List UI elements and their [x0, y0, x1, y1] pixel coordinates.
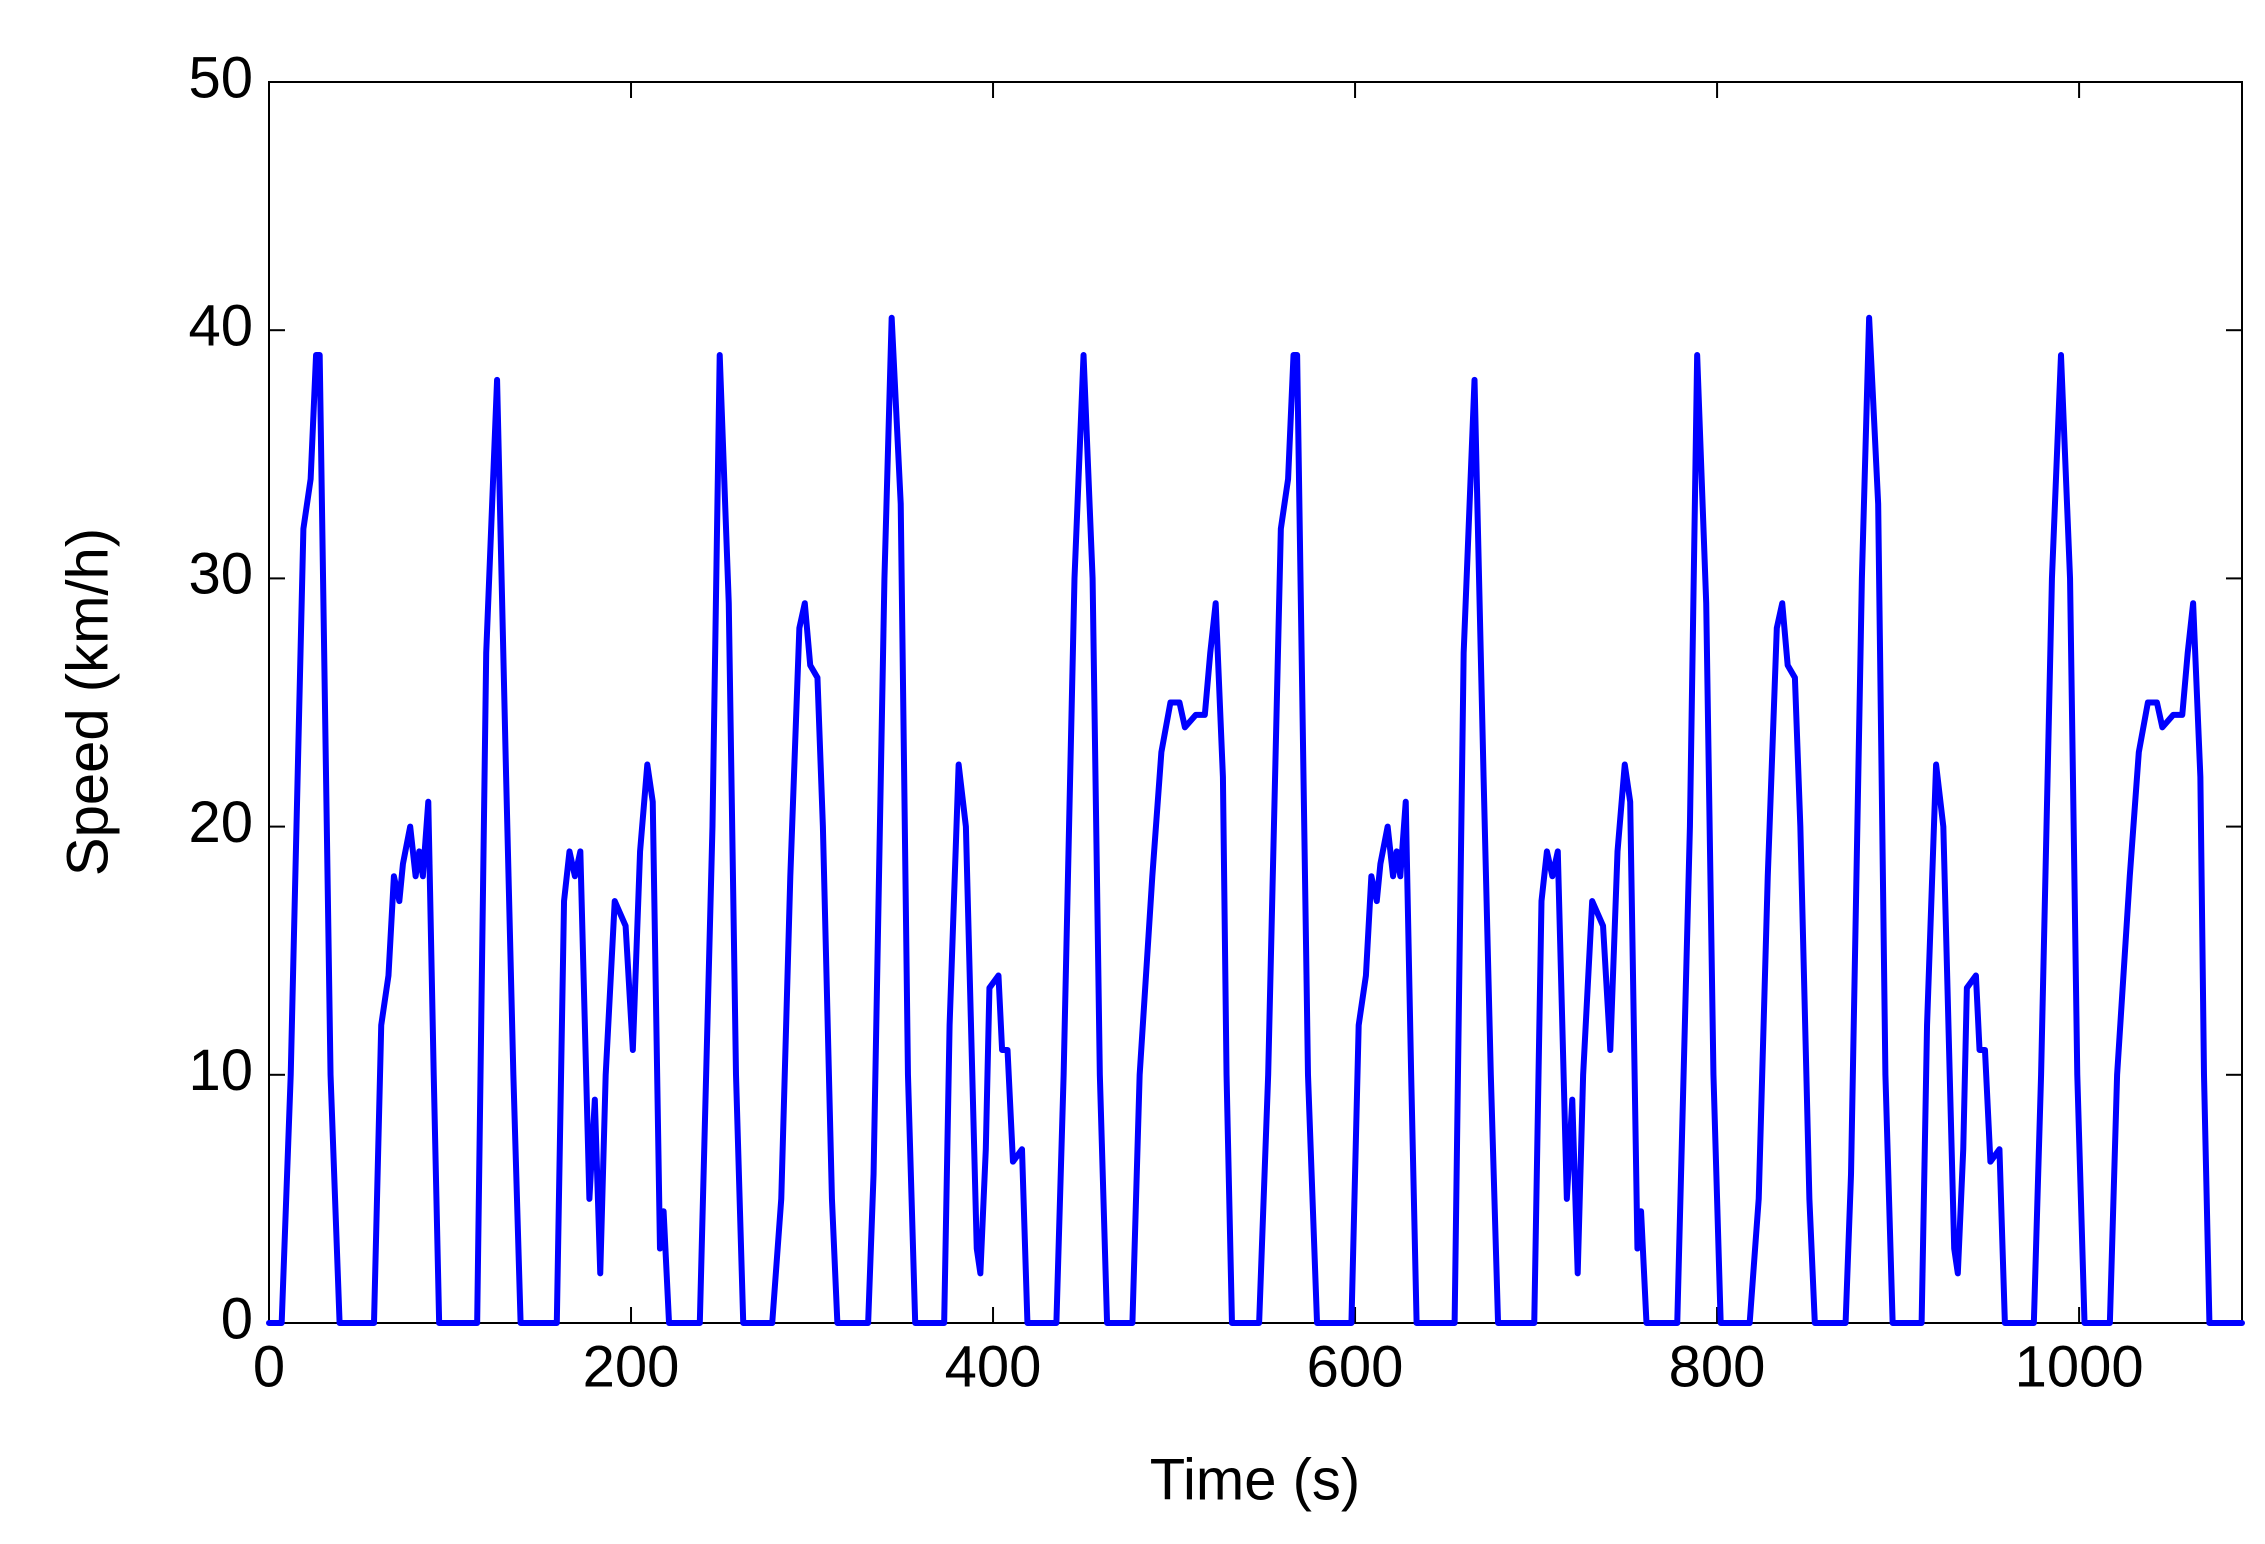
- plot-frame: [268, 81, 2243, 1324]
- y-axis-label: Speed (km/h): [55, 528, 120, 876]
- x-tick-label: 600: [1307, 1334, 1404, 1399]
- x-tick-label: 1000: [2015, 1334, 2144, 1399]
- speed-line: [266, 314, 2245, 1326]
- y-tick-label: 40: [188, 294, 253, 359]
- x-tick-label: 0: [253, 1334, 285, 1399]
- x-tick-label: 200: [583, 1334, 680, 1399]
- x-tick-label: 400: [945, 1334, 1042, 1399]
- y-tick-label: 50: [188, 45, 253, 110]
- y-tick-label: 0: [221, 1286, 253, 1351]
- x-axis-label: Time (s): [1150, 1447, 1360, 1512]
- y-tick-label: 30: [188, 542, 253, 607]
- y-tick-label: 10: [188, 1038, 253, 1103]
- x-tick-label: 800: [1669, 1334, 1766, 1399]
- y-tick-label: 20: [188, 790, 253, 855]
